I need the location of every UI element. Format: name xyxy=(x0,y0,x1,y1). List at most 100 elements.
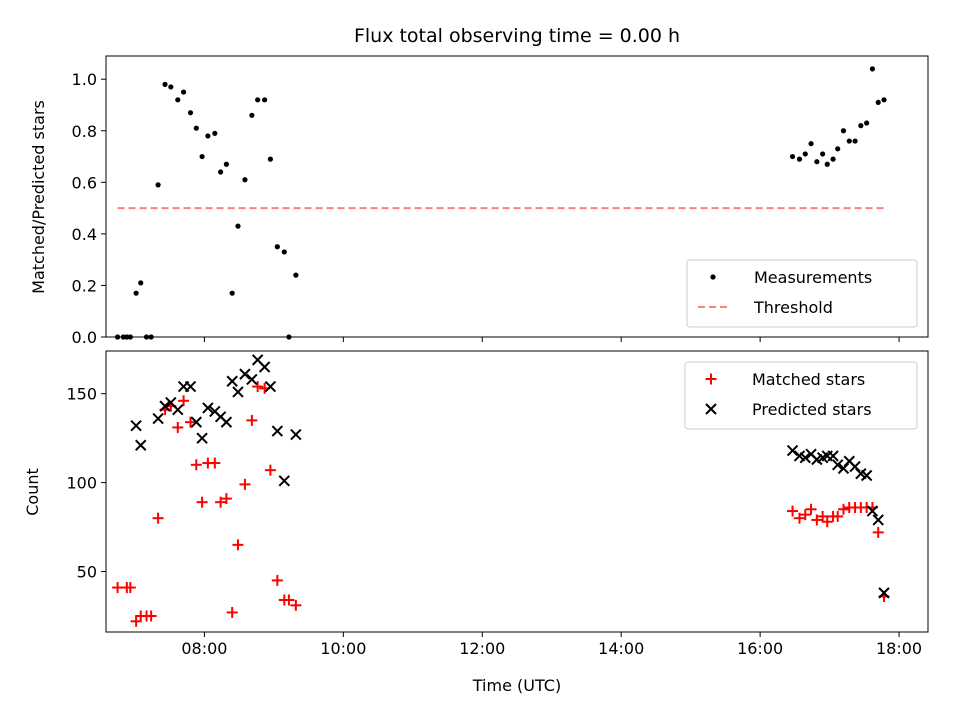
bottom-legend: Matched stars Predicted stars xyxy=(684,361,918,430)
legend-swatch xyxy=(710,274,716,280)
data-point xyxy=(264,464,276,476)
data-point xyxy=(178,395,190,407)
y-tick-label: 150 xyxy=(66,385,97,404)
data-point xyxy=(787,505,799,517)
data-point xyxy=(239,368,251,380)
data-point xyxy=(190,416,203,428)
data-point-b xyxy=(184,380,197,393)
data-point-b xyxy=(264,380,277,393)
series-matched-stars xyxy=(112,381,890,627)
data-point-b xyxy=(239,368,251,380)
data-point-b xyxy=(878,587,890,599)
data-point xyxy=(271,425,284,437)
legend-label: Predicted stars xyxy=(752,400,872,419)
y-tick-label: 50 xyxy=(77,563,97,582)
data-point xyxy=(246,373,258,386)
legend-swatch-b xyxy=(705,403,717,415)
data-point xyxy=(232,386,244,398)
data-point xyxy=(852,138,858,144)
data-point xyxy=(193,125,199,131)
legend-box xyxy=(686,259,918,328)
data-point xyxy=(235,223,241,229)
legend-swatch xyxy=(705,403,717,415)
data-point-b xyxy=(135,439,147,451)
data-point xyxy=(202,402,214,414)
legend-entry: Measurements xyxy=(710,268,872,287)
data-point-b xyxy=(246,373,258,386)
x-tick-label: 18:00 xyxy=(876,639,922,658)
data-point xyxy=(239,478,251,490)
data-point xyxy=(831,459,844,471)
data-point xyxy=(837,503,849,515)
data-point xyxy=(869,66,876,72)
top-y-axis-label: Matched/Predicted stars xyxy=(29,100,48,294)
data-point xyxy=(180,89,187,95)
data-point xyxy=(209,457,221,469)
data-point xyxy=(130,419,142,432)
data-point xyxy=(808,141,814,147)
data-point xyxy=(805,503,817,515)
data-point xyxy=(872,526,884,538)
data-point xyxy=(226,606,238,618)
data-point-b xyxy=(805,448,817,460)
x-tick-label: 12:00 xyxy=(459,639,505,658)
chart-title: Flux total observing time = 0.00 h xyxy=(354,25,680,47)
data-point xyxy=(229,290,235,296)
data-point-b xyxy=(271,425,284,437)
data-point xyxy=(290,599,302,611)
data-point xyxy=(881,97,887,103)
top-legend: Measurements Threshold xyxy=(686,259,918,328)
data-point xyxy=(223,161,230,167)
y-tick-label: 1.0 xyxy=(72,70,97,89)
data-point xyxy=(860,469,873,482)
data-point xyxy=(172,421,184,433)
data-point xyxy=(155,182,161,188)
data-point-b xyxy=(793,450,806,462)
data-point xyxy=(846,138,852,144)
data-point-b xyxy=(172,403,184,416)
data-point xyxy=(824,161,830,167)
data-point xyxy=(133,290,139,296)
data-point xyxy=(196,432,208,444)
data-point xyxy=(112,582,124,594)
data-point xyxy=(789,153,796,160)
top-y-ticks: 0.0 0.2 0.4 0.6 0.8 1.0 xyxy=(72,70,106,347)
bottom-y-ticks: 50 100 150 xyxy=(66,385,106,582)
data-point-b xyxy=(165,396,177,409)
top-panel: 0.0 0.2 0.4 0.6 0.8 1.0 Matched/Predicted sta… xyxy=(29,55,929,347)
data-point xyxy=(184,380,197,393)
data-point-b xyxy=(860,469,873,482)
x-tick-label: 08:00 xyxy=(181,639,227,658)
data-point xyxy=(840,128,847,134)
data-point xyxy=(866,505,879,517)
data-point xyxy=(220,416,233,428)
data-point xyxy=(267,156,273,162)
x-tick-label: 14:00 xyxy=(598,639,644,658)
data-point-b xyxy=(278,475,291,487)
data-point xyxy=(796,156,803,162)
data-point-b xyxy=(232,386,244,398)
data-point xyxy=(283,594,295,606)
data-point xyxy=(172,403,184,416)
bottom-panel: 08:00 10:00 12:00 14:00 16:00 18:00 50100150 … xyxy=(23,350,929,695)
data-point-b xyxy=(130,419,142,432)
data-point xyxy=(135,439,147,451)
data-point xyxy=(290,428,302,441)
top-x-ticks xyxy=(203,337,900,342)
data-point xyxy=(293,272,299,278)
data-point xyxy=(811,514,823,526)
y-tick-label: 0.4 xyxy=(72,225,97,244)
data-point xyxy=(262,97,268,103)
data-point-b xyxy=(786,444,799,457)
data-point xyxy=(281,249,287,255)
data-point xyxy=(196,496,208,508)
bottom-panel-frame xyxy=(105,350,929,633)
data-point xyxy=(226,375,238,387)
data-point-b xyxy=(196,432,208,444)
data-point xyxy=(271,574,283,586)
data-point xyxy=(220,493,232,505)
data-point xyxy=(878,587,890,599)
x-tick-label: 10:00 xyxy=(320,639,366,658)
data-point xyxy=(835,146,841,152)
